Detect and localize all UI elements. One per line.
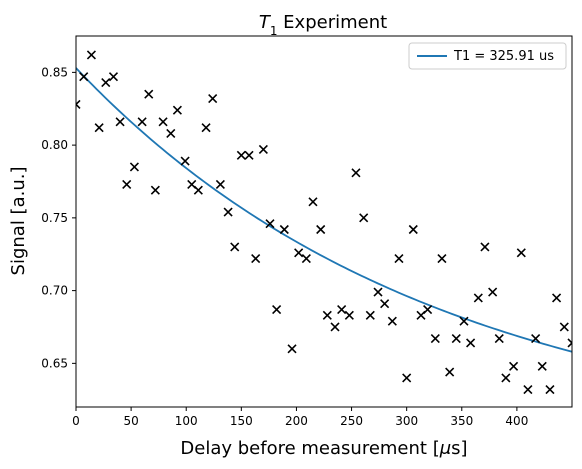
data-point — [423, 304, 433, 315]
data-point — [402, 373, 412, 383]
x-tick-label: 100 — [175, 414, 198, 428]
data-point — [459, 316, 469, 326]
data-point — [523, 384, 533, 395]
data-point — [272, 304, 282, 315]
data-point — [351, 168, 361, 178]
x-tick-label: 50 — [123, 414, 138, 428]
data-point — [108, 72, 119, 82]
data-point — [144, 89, 154, 99]
data-point — [301, 254, 311, 264]
plot-frame — [75, 35, 573, 408]
data-point — [559, 322, 569, 332]
data-point — [537, 361, 547, 371]
data-point — [531, 334, 541, 344]
data-point — [365, 310, 375, 320]
data-point — [265, 219, 275, 229]
data-point — [76, 99, 81, 109]
data-point — [445, 367, 455, 377]
data-point — [115, 117, 125, 127]
data-point — [287, 344, 297, 354]
x-tick-label: 400 — [505, 414, 528, 428]
x-tick-label: 300 — [395, 414, 418, 428]
data-point — [344, 310, 354, 320]
y-axis-label: Signal [a.u.] — [8, 167, 29, 276]
data-point — [215, 179, 225, 189]
data-point — [488, 287, 498, 297]
data-point — [86, 50, 96, 60]
x-tick-label: 200 — [285, 414, 308, 428]
data-point — [330, 322, 340, 332]
data-point — [359, 213, 369, 223]
data-point — [494, 334, 504, 344]
chart-title: T1 Experiment — [259, 12, 387, 38]
data-point — [451, 334, 461, 344]
plot-area — [76, 36, 572, 407]
data-point — [94, 123, 104, 133]
data-point — [466, 338, 476, 348]
fit-curve — [76, 67, 572, 353]
data-point — [294, 248, 304, 258]
x-tick-label: 150 — [230, 414, 253, 428]
x-tick-label: 350 — [450, 414, 473, 428]
y-tick-label: 0.65 — [41, 356, 68, 370]
data-point — [258, 144, 268, 155]
data-point — [180, 156, 190, 166]
y-tick-label: 0.85 — [41, 65, 68, 79]
data-point — [101, 77, 111, 88]
legend-box — [408, 42, 567, 70]
data-point — [480, 242, 490, 252]
data-point — [430, 334, 440, 344]
x-axis-ticks: 0 50 100 150 200 250 300 350 400 — [72, 407, 528, 428]
data-point — [193, 185, 203, 195]
data-point — [122, 179, 132, 189]
data-point — [158, 117, 168, 127]
data-point — [380, 299, 390, 309]
data-point — [322, 310, 332, 320]
data-point — [201, 123, 211, 133]
data-point — [172, 105, 182, 115]
data-point — [230, 242, 240, 252]
data-point — [150, 185, 160, 195]
data-point — [137, 117, 147, 127]
data-point — [501, 373, 511, 383]
legend-label: T1 = 325.91 us — [453, 49, 554, 64]
data-point — [129, 162, 139, 172]
x-tick-label: 0 — [72, 414, 80, 428]
legend: T1 = 325.91 us — [408, 42, 567, 70]
data-point — [208, 93, 218, 104]
data-point — [316, 224, 326, 235]
data-points-layer — [76, 50, 572, 395]
data-point — [387, 316, 397, 326]
x-tick-label: 250 — [340, 414, 363, 428]
data-point — [279, 224, 289, 235]
data-point — [509, 361, 519, 371]
data-point — [236, 150, 246, 160]
y-axis-ticks: 0.65 0.70 0.75 0.80 0.85 — [41, 65, 76, 370]
data-point — [308, 197, 318, 207]
data-point — [437, 254, 447, 264]
data-point — [251, 254, 261, 264]
data-point — [244, 150, 254, 160]
data-point — [516, 248, 526, 258]
data-point — [567, 338, 572, 348]
data-point — [394, 254, 404, 264]
data-point — [552, 293, 562, 303]
data-point — [373, 287, 383, 297]
data-point — [166, 128, 176, 139]
y-tick-label: 0.75 — [41, 211, 68, 225]
y-tick-label: 0.80 — [41, 138, 68, 152]
y-tick-label: 0.70 — [41, 284, 68, 298]
data-point — [79, 72, 89, 82]
x-axis-label: Delay before measurement [μs] — [180, 438, 467, 459]
data-point — [408, 224, 418, 235]
data-point — [545, 384, 555, 395]
data-point — [223, 207, 233, 217]
data-point — [337, 304, 347, 315]
fit-curve-layer — [76, 67, 572, 353]
data-point — [473, 293, 483, 303]
